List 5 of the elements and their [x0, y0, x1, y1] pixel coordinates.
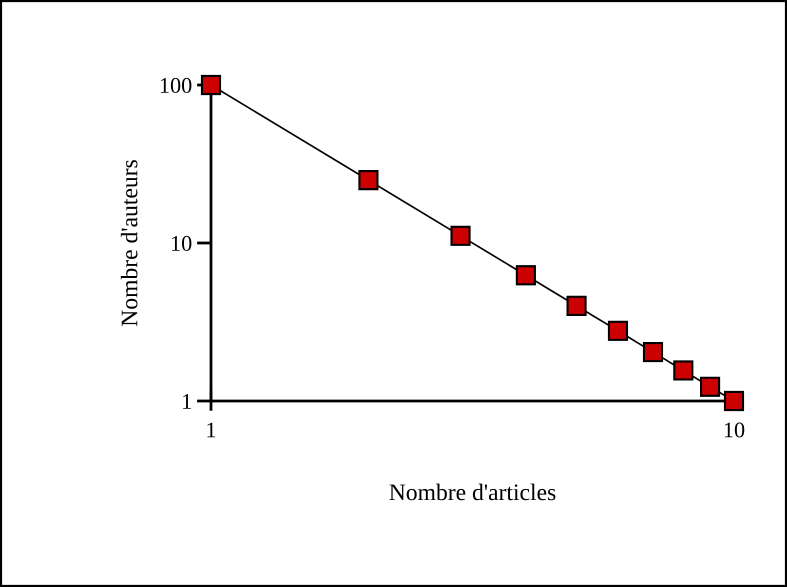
- y-tick-label: 100: [160, 78, 192, 93]
- y-tick-label: 1: [183, 394, 191, 409]
- y-axis-title: Nombre d'auteurs: [120, 160, 138, 326]
- x-axis-title: Nombre d'articles: [389, 484, 556, 500]
- y-tick-label: 10: [172, 236, 192, 251]
